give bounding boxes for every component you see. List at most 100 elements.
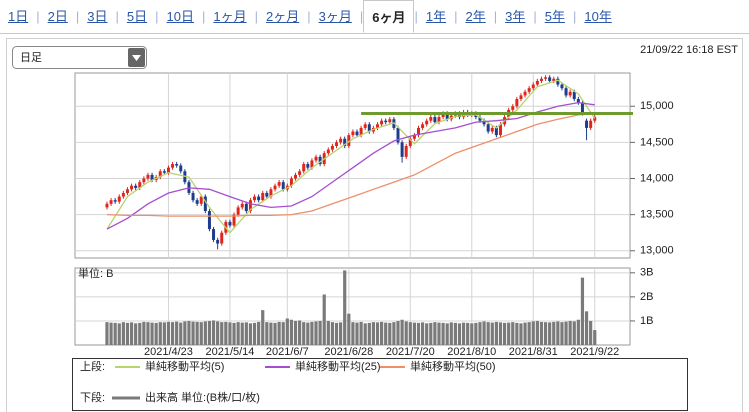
moving-average	[106, 79, 596, 234]
volume-bar	[470, 323, 474, 345]
x-tick-label: 2021/4/23	[144, 346, 193, 358]
legend-label: 上段:	[80, 359, 105, 373]
volume-bar	[486, 322, 490, 345]
volume-bar	[519, 323, 523, 345]
candle-body	[593, 117, 597, 121]
volume-bar	[392, 322, 396, 345]
candle-body	[113, 200, 117, 202]
volume-bar	[117, 323, 121, 345]
volume-bar	[310, 321, 314, 345]
volume-bar	[482, 321, 486, 345]
tab-separator: |	[307, 9, 311, 24]
volume-bar	[552, 321, 556, 345]
volume-bar	[494, 321, 498, 345]
candle-body	[310, 160, 314, 168]
tab-separator: |	[359, 9, 364, 24]
volume-bar	[170, 322, 175, 345]
x-tick-label: 2021/6/7	[266, 346, 309, 358]
dropdown-value: 日足	[20, 52, 42, 64]
volume-bar	[175, 321, 179, 345]
range-tab[interactable]: 1日	[8, 9, 29, 24]
range-tab[interactable]: 10日	[166, 9, 194, 24]
volume-bar	[375, 322, 380, 345]
volume-bar	[293, 320, 298, 345]
candle-body	[130, 185, 134, 190]
candle-body	[568, 91, 572, 96]
candle-body	[158, 171, 162, 178]
range-tab[interactable]: 3ヶ月	[318, 9, 352, 24]
dropdown-arrow	[132, 55, 141, 61]
candle-body	[302, 164, 306, 172]
volume-bar	[478, 322, 482, 345]
volume-bar	[207, 320, 212, 345]
range-tab[interactable]: 10年	[584, 9, 612, 24]
candle-body	[478, 117, 482, 121]
range-tab[interactable]: 2ヶ月	[265, 9, 300, 24]
candle-body	[339, 138, 343, 143]
range-tab[interactable]: 2年	[465, 9, 486, 24]
candle-body	[125, 189, 129, 193]
x-tick-label: 2021/8/31	[509, 346, 558, 358]
volume-bar	[441, 322, 445, 345]
candle-body	[535, 80, 539, 85]
candle-body	[367, 124, 371, 132]
candle-body	[539, 78, 543, 81]
interval-dropdown[interactable]: 日足	[12, 46, 147, 69]
candle-body	[306, 164, 310, 168]
volume-bar	[474, 322, 478, 345]
volume-bar	[216, 321, 220, 345]
dropdown-box	[12, 46, 147, 69]
candle-body	[396, 127, 400, 143]
candle-body	[548, 77, 552, 81]
range-tab[interactable]: 2日	[47, 9, 68, 24]
tab-separator: |	[454, 9, 458, 24]
volume-bar	[564, 321, 568, 345]
range-tab[interactable]: 5日	[126, 9, 148, 24]
range-tab[interactable]: 6ヶ月	[363, 0, 415, 33]
volume-bar	[199, 322, 203, 345]
volume-bar	[343, 270, 347, 345]
candle-body	[494, 127, 498, 136]
candle-body	[556, 78, 560, 85]
volume-bar	[560, 322, 564, 345]
candle-body	[216, 239, 220, 244]
legend-entry: 単純移動平均(5)	[145, 359, 224, 373]
volume-bar	[183, 321, 187, 345]
candle-body	[515, 99, 519, 107]
moving-average	[106, 101, 595, 230]
volume-bar	[400, 319, 404, 345]
volume-bar	[507, 322, 511, 345]
range-tab[interactable]: 3年	[505, 9, 526, 24]
volume-bar	[502, 322, 507, 345]
volume-bar	[228, 322, 232, 345]
volume-bar	[105, 322, 109, 345]
volume-bar	[322, 294, 326, 345]
candle-body	[199, 196, 203, 204]
timestamp: 21/09/22 16:18 EST	[640, 44, 738, 56]
range-tab[interactable]: 3日	[87, 9, 108, 24]
candle-body	[277, 182, 281, 186]
volume-bar	[572, 321, 576, 345]
range-tab[interactable]: 5年	[544, 9, 565, 24]
legend-label: 下段:	[80, 390, 105, 404]
volume-bar	[248, 323, 253, 345]
volume-bar	[211, 320, 216, 345]
volume-bar	[334, 322, 339, 345]
volume-bar	[298, 320, 302, 345]
volume-bar	[429, 322, 433, 345]
candle-body	[330, 145, 334, 150]
candle-body	[580, 102, 584, 114]
candle-body	[248, 200, 252, 212]
candle-body	[298, 171, 302, 175]
volume-bar	[539, 321, 544, 345]
candle-body	[433, 117, 437, 123]
volume-bar	[523, 322, 527, 345]
volume-bar	[306, 322, 310, 345]
candle-body	[347, 135, 351, 146]
range-tab[interactable]: 1ヶ月	[213, 9, 247, 24]
candle-body	[269, 189, 273, 197]
tab-separator: |	[36, 9, 40, 24]
volume-bar	[236, 322, 240, 345]
range-tab[interactable]: 1年	[425, 9, 447, 24]
